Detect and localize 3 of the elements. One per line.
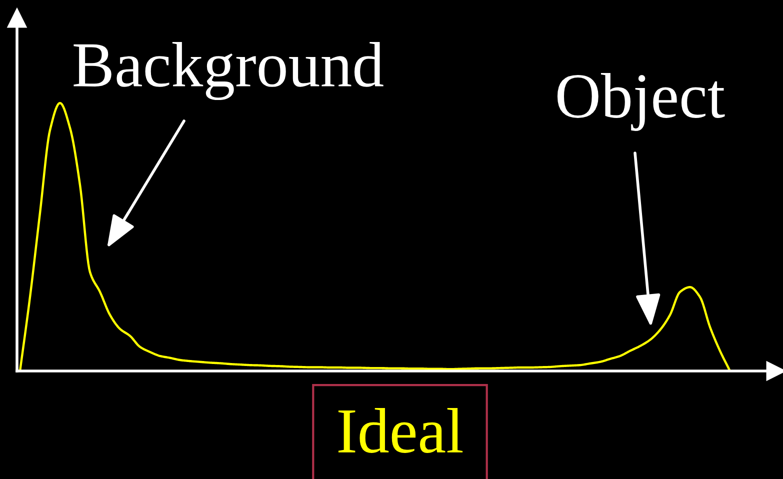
text: Background — [74, 42, 384, 100]
text: Ideal — [338, 408, 463, 453]
annotation: Object — [557, 73, 725, 131]
